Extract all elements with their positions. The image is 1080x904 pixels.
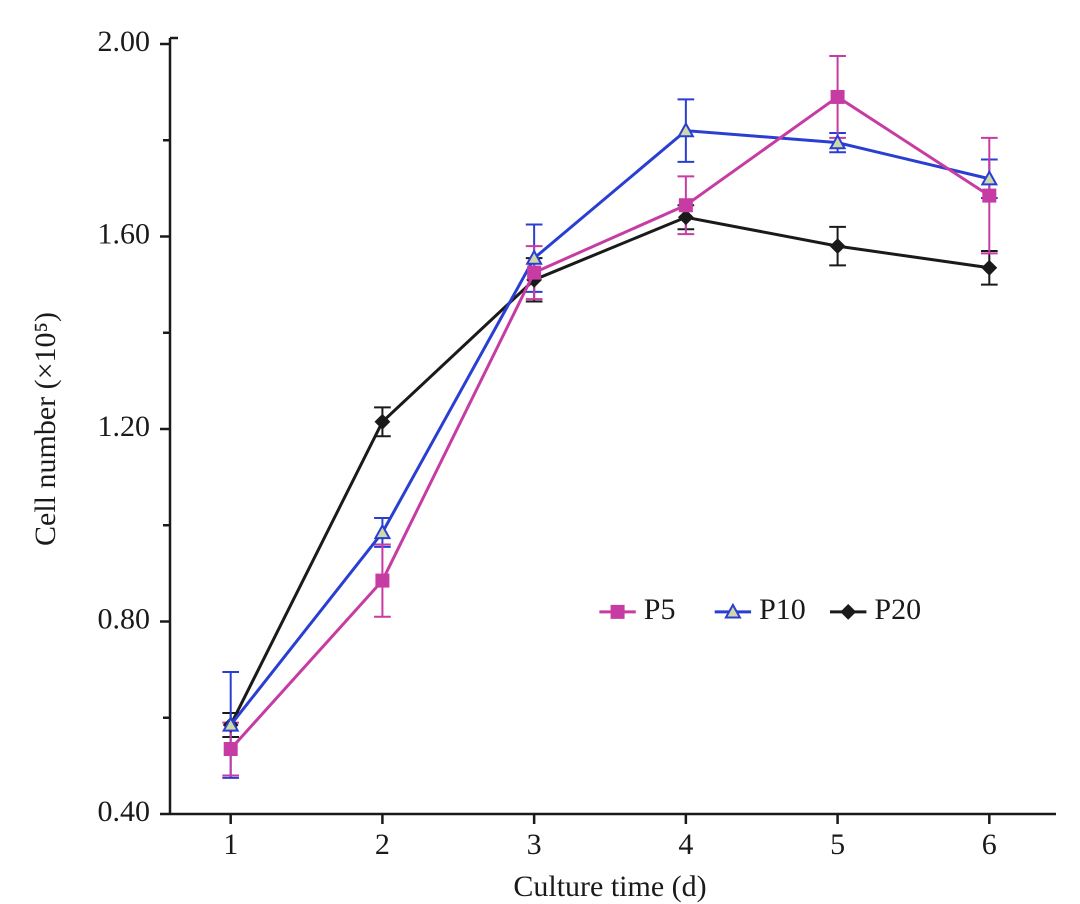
y-axis-title: Cell number (×10⁵) — [29, 312, 62, 546]
legend-label-P20: P20 — [874, 593, 921, 626]
x-tick-label: 6 — [982, 828, 997, 861]
x-tick-label: 3 — [527, 828, 542, 861]
cell-growth-chart: 0.40 0.80 1.20 1.60 2.00 1 2 3 4 5 6 Cell number (×… — [0, 0, 1080, 904]
x-axis-title: Culture time (d) — [513, 870, 706, 903]
y-tick-label: 0.40 — [98, 795, 151, 828]
y-tick-label: 0.80 — [98, 602, 151, 635]
legend-label-P10: P10 — [759, 593, 806, 626]
chart-background — [0, 0, 1080, 904]
y-tick-label: 2.00 — [98, 25, 151, 58]
y-tick-label: 1.60 — [98, 217, 151, 250]
x-tick-label: 4 — [678, 828, 693, 861]
y-tick-label: 1.20 — [98, 410, 151, 443]
chart-container: 0.40 0.80 1.20 1.60 2.00 1 2 3 4 5 6 Cell number (×… — [0, 0, 1080, 904]
x-tick-label: 1 — [223, 828, 238, 861]
legend-label-P5: P5 — [644, 593, 676, 626]
x-tick-label: 5 — [830, 828, 845, 861]
x-tick-label: 2 — [375, 828, 390, 861]
